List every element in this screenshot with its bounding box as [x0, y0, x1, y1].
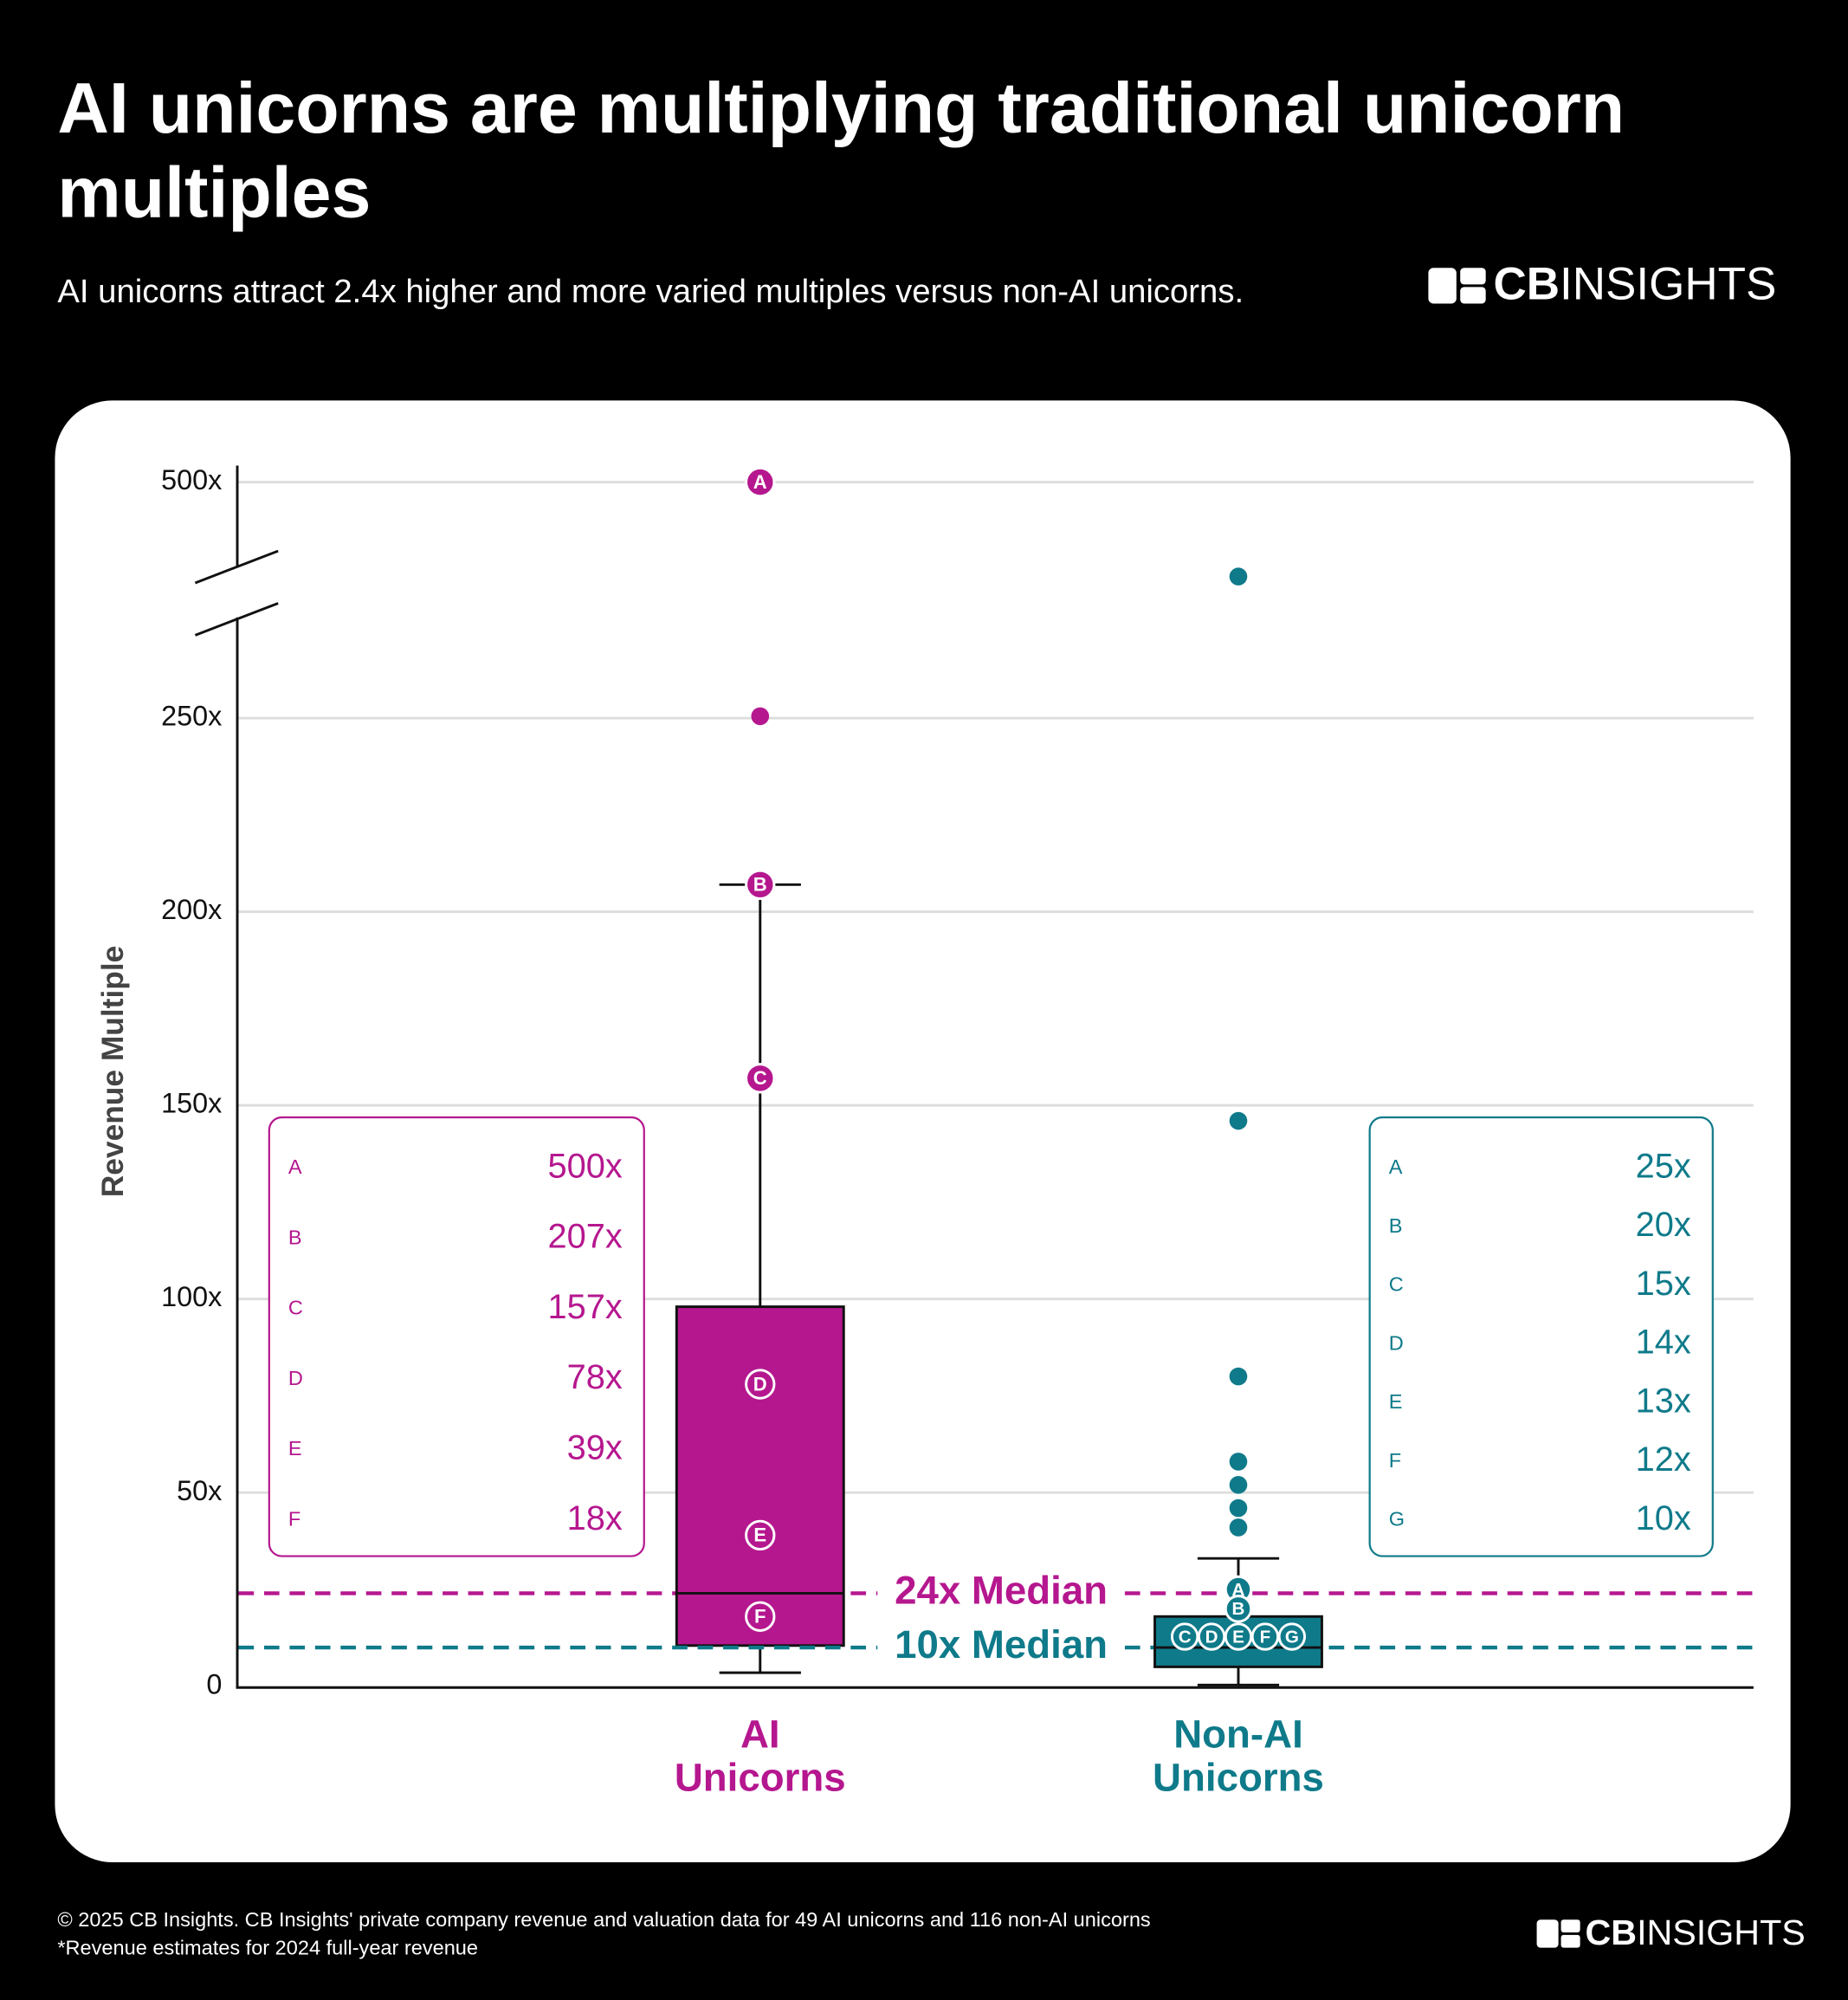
category-label-box: Non-AI Unicorns — [1153, 1712, 1324, 1800]
highlight-table-value: 18x — [567, 1499, 623, 1537]
highlight-table-letter: E — [1389, 1390, 1403, 1413]
highlight-point — [1277, 1622, 1307, 1651]
highlight-point — [745, 1063, 776, 1094]
highlight-table-value: 20x — [1636, 1206, 1691, 1244]
highlight-table-letter: B — [288, 1226, 302, 1248]
outlier-point — [1229, 567, 1248, 586]
x-category-label: Non-AI Unicorns — [1153, 1712, 1324, 1800]
logo-bold: CB — [1494, 258, 1560, 309]
axis-break — [194, 602, 279, 637]
footer-source: © 2025 CB Insights. CB Insights' private… — [57, 1908, 1150, 1931]
logo-icon — [1536, 1919, 1559, 1948]
y-tick-label: 500x — [161, 464, 222, 495]
chart-subtitle: AI unicorns attract 2.4x higher and more… — [57, 273, 1244, 310]
highlight-table-letter: D — [288, 1367, 303, 1389]
highlight-table-value: 14x — [1636, 1324, 1691, 1362]
highlight-table-value: 78x — [567, 1358, 623, 1396]
y-tick-label: 50x — [177, 1475, 222, 1506]
highlight-letter: C — [1179, 1627, 1192, 1647]
outlier-point — [1229, 1111, 1248, 1130]
highlight-point — [745, 869, 776, 900]
highlight-table-letter: B — [1389, 1214, 1403, 1237]
box — [675, 1305, 845, 1647]
chart-title: AI unicorns are multiplying traditional … — [57, 68, 1625, 233]
highlight-letter: B — [753, 874, 767, 896]
highlight-point — [745, 1369, 776, 1400]
axis-break — [194, 549, 279, 585]
y-axis-label: Revenue Multiple — [96, 946, 130, 1198]
logo-icon — [1560, 1919, 1580, 1932]
logo: CBINSIGHTS — [1428, 258, 1776, 309]
highlight-letter: E — [753, 1524, 766, 1546]
outlier-point — [1229, 1453, 1248, 1471]
logo-icon — [1428, 268, 1457, 304]
logo-text: CBINSIGHTS — [1494, 258, 1777, 309]
highlight-table-value: 12x — [1636, 1440, 1691, 1479]
highlight-table-letter: D — [1389, 1331, 1404, 1354]
highlight-table-value: 39x — [567, 1429, 623, 1467]
logo-icon — [1460, 287, 1486, 304]
highlight-letter: G — [1285, 1627, 1299, 1647]
highlight-letter: F — [1260, 1627, 1271, 1647]
highlight-point — [745, 1519, 776, 1551]
outlier-point — [1229, 1475, 1248, 1494]
highlight-letter: D — [1205, 1627, 1218, 1647]
logo-icon — [1560, 1934, 1580, 1948]
highlight-letter: F — [754, 1606, 766, 1628]
highlight-point — [1224, 1595, 1253, 1623]
highlight-point — [1224, 1622, 1253, 1651]
median-label: 10x Median — [895, 1622, 1108, 1667]
highlight-letter: E — [1232, 1627, 1244, 1647]
outlier-point — [1229, 1367, 1248, 1386]
highlight-table — [1368, 1116, 1714, 1557]
highlight-table-letter: F — [1389, 1449, 1401, 1472]
y-tick-label: 0 — [206, 1668, 222, 1699]
highlight-letter: A — [1232, 1580, 1245, 1600]
highlight-table-value: 13x — [1636, 1382, 1691, 1420]
outlier-point — [1229, 1518, 1248, 1537]
y-tick-label: 250x — [161, 701, 222, 732]
logo-bold: CB — [1586, 1913, 1638, 1952]
highlight-point — [745, 466, 776, 498]
highlight-letter: A — [753, 471, 767, 493]
highlight-table-value: 157x — [548, 1288, 623, 1326]
logo-text: CBINSIGHTS — [1586, 1913, 1806, 1952]
highlight-table-letter: A — [1389, 1155, 1403, 1178]
highlight-point — [745, 1601, 776, 1632]
footer-logo: CBINSIGHTS — [1536, 1913, 1806, 1952]
highlight-table-value: 207x — [548, 1218, 623, 1256]
highlight-table-value: 10x — [1636, 1499, 1691, 1537]
highlight-table-value: 25x — [1636, 1147, 1691, 1185]
highlight-table — [268, 1116, 645, 1557]
highlight-table-letter: G — [1389, 1508, 1405, 1531]
category-label-box: AI Unicorns — [674, 1712, 846, 1800]
highlight-letter: B — [1232, 1599, 1245, 1619]
footer-note: *Revenue estimates for 2024 full-year re… — [57, 1936, 478, 1958]
y-tick-label: 100x — [161, 1281, 222, 1312]
highlight-letter: D — [753, 1373, 767, 1395]
highlight-table-letter: A — [288, 1155, 302, 1178]
highlight-table-letter: C — [1389, 1273, 1404, 1296]
highlight-letter: C — [753, 1067, 767, 1089]
logo-light: INSIGHTS — [1560, 258, 1776, 309]
title-box: AI unicorns are multiplying traditional … — [57, 68, 1625, 233]
highlight-table-letter: E — [288, 1437, 302, 1460]
logo-light: INSIGHTS — [1637, 1913, 1806, 1952]
x-category-label: AI Unicorns — [674, 1712, 846, 1800]
highlight-table-letter: F — [288, 1508, 300, 1531]
y-tick-label: 150x — [161, 1088, 222, 1119]
y-tick-label: 200x — [161, 894, 222, 925]
outlier-point — [751, 707, 770, 726]
highlight-table-letter: C — [288, 1297, 303, 1319]
median-label: 24x Median — [895, 1569, 1108, 1613]
outlier-point — [1229, 1498, 1248, 1518]
highlight-table-value: 500x — [548, 1147, 623, 1185]
highlight-table-value: 15x — [1636, 1265, 1691, 1303]
logo-icon — [1460, 268, 1486, 285]
